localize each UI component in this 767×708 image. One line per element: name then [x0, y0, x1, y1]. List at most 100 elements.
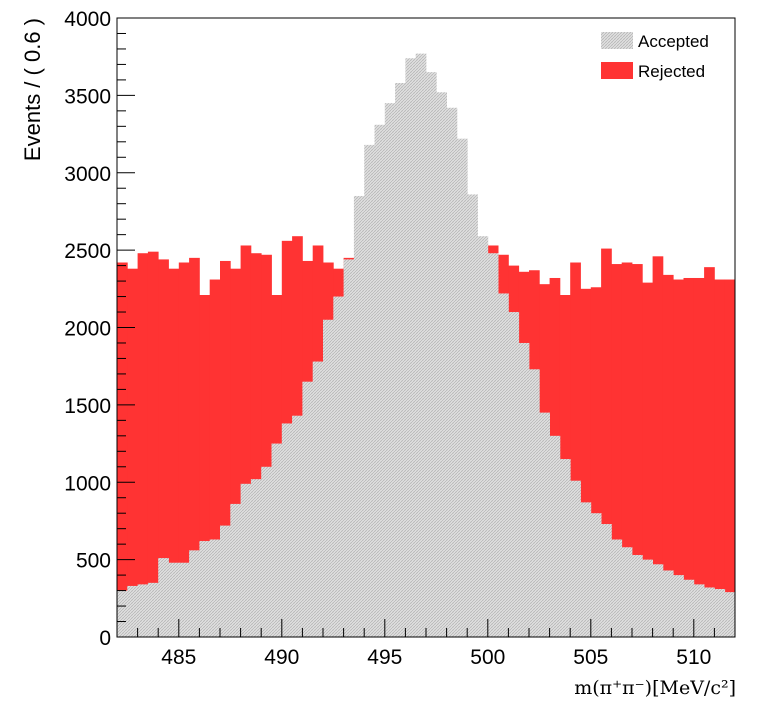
- rejected-bar: [601, 248, 612, 637]
- accepted-bar: [518, 342, 530, 637]
- accepted-bar: [724, 592, 736, 637]
- accepted-bar: [199, 541, 211, 637]
- accepted-bar: [467, 194, 478, 638]
- legend-label: Rejected: [638, 62, 705, 81]
- rejected-bar: [147, 251, 159, 638]
- accepted-bar: [477, 236, 489, 637]
- rejected-bar: [220, 260, 231, 637]
- x-axis: 485 490 495 500 505 510: [116, 619, 736, 669]
- accepted-bar: [127, 585, 138, 637]
- legend-swatch-rejected: [601, 62, 633, 79]
- accepted-bar: [323, 319, 334, 637]
- y-axis-title: Events / ( 0.6 ): [20, 18, 45, 161]
- x-tick-label: 505: [573, 646, 608, 669]
- x-tick-label: 510: [676, 646, 711, 669]
- accepted-bar: [302, 381, 314, 637]
- y-tick-label: 2500: [64, 240, 111, 263]
- rejected-bar: [209, 279, 221, 637]
- accepted-bar: [559, 459, 571, 637]
- accepted-series: [117, 53, 736, 638]
- accepted-bar: [384, 103, 396, 638]
- accepted-bar: [158, 558, 169, 637]
- accepted-bar: [178, 562, 190, 637]
- y-tick-label: 4000: [64, 8, 111, 31]
- x-tick-label: 485: [161, 646, 196, 669]
- accepted-bar: [261, 466, 272, 637]
- accepted-bar: [312, 361, 324, 637]
- accepted-bar: [487, 253, 499, 637]
- accepted-bar: [590, 513, 602, 637]
- rejected-bar: [250, 253, 262, 637]
- y-tick-label: 3000: [64, 163, 111, 186]
- rejected-bar: [611, 264, 623, 637]
- y-tick-label: 500: [76, 550, 111, 573]
- rejected-bar: [652, 256, 664, 637]
- accepted-bar: [374, 124, 386, 638]
- accepted-bar: [147, 582, 159, 637]
- accepted-bar: [529, 369, 540, 637]
- accepted-bar: [426, 72, 437, 638]
- accepted-bar: [673, 575, 684, 637]
- accepted-bar: [250, 479, 262, 637]
- rejected-bar: [724, 279, 736, 637]
- accepted-bar: [549, 435, 561, 637]
- rejected-bar: [230, 268, 241, 637]
- accepted-bar: [271, 443, 283, 637]
- accepted-bar: [240, 483, 252, 637]
- accepted-bar: [683, 579, 695, 637]
- accepted-bar: [395, 82, 406, 638]
- accepted-bar: [570, 480, 581, 637]
- rejected-bar: [127, 268, 138, 637]
- rejected-bar: [199, 295, 211, 637]
- x-tick-label: 495: [367, 646, 402, 669]
- accepted-bar: [601, 524, 612, 637]
- y-tick-label: 1500: [64, 395, 111, 418]
- rejected-bar: [590, 287, 602, 637]
- rejected-bar: [261, 254, 272, 637]
- legend: Accepted Rejected: [601, 32, 709, 81]
- rejected-bar: [137, 253, 149, 637]
- rejected-bar: [168, 268, 180, 637]
- rejected-bar: [714, 279, 726, 637]
- accepted-bar: [714, 589, 726, 637]
- rejected-bar: [570, 262, 581, 637]
- accepted-bar: [642, 559, 653, 637]
- y-tick-label: 1000: [64, 472, 111, 495]
- x-axis-title: m(π⁺π⁻)[MeV/c²]: [574, 677, 736, 699]
- accepted-bar: [498, 293, 509, 637]
- x-tick-label: 490: [264, 646, 299, 669]
- accepted-bar: [415, 53, 427, 637]
- accepted-bar: [353, 195, 365, 637]
- rejected-bar: [580, 288, 592, 637]
- accepted-bar: [209, 539, 221, 637]
- rejected-bar: [693, 277, 705, 637]
- accepted-bar: [456, 138, 468, 637]
- accepted-bar: [693, 584, 705, 637]
- accepted-bar: [292, 415, 303, 637]
- rejected-bar: [117, 262, 128, 637]
- legend-label: Accepted: [638, 32, 709, 51]
- rejected-bar: [621, 262, 633, 637]
- y-tick-label: 3500: [64, 85, 111, 108]
- accepted-bar: [405, 58, 417, 638]
- accepted-bar: [662, 570, 674, 637]
- rejected-bar: [189, 257, 200, 637]
- rejected-bar: [632, 264, 643, 637]
- accepted-bar: [137, 584, 149, 637]
- accepted-bar: [446, 107, 458, 637]
- rejected-bar: [240, 245, 252, 638]
- accepted-bar: [343, 259, 355, 637]
- accepted-bar: [436, 92, 447, 637]
- accepted-bar: [189, 550, 200, 637]
- accepted-bar: [168, 562, 180, 637]
- accepted-bar: [704, 587, 715, 637]
- rejected-bar: [683, 277, 695, 637]
- accepted-bar: [508, 312, 520, 637]
- accepted-bar: [580, 502, 592, 637]
- rejected-bar: [673, 279, 684, 637]
- accepted-bar: [117, 590, 128, 637]
- y-axis: 0 500 1000 1500 2000 2500 3000 3500 4000: [64, 8, 135, 650]
- accepted-bar: [364, 144, 375, 637]
- accepted-bar: [621, 547, 633, 637]
